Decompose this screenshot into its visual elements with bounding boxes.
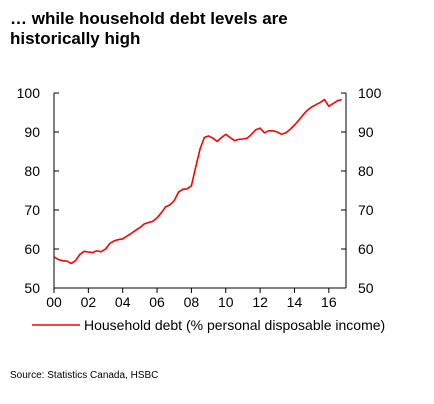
chart-title-line-1: … while household debt levels are bbox=[10, 9, 288, 28]
y-tick-label-left: 70 bbox=[24, 202, 40, 218]
y-tick-label-left: 100 bbox=[17, 85, 41, 101]
x-tick-label: 12 bbox=[252, 294, 268, 310]
x-tick-label: 08 bbox=[184, 294, 200, 310]
x-tick-label: 02 bbox=[81, 294, 97, 310]
y-tick-label-right: 80 bbox=[358, 163, 374, 179]
source-note: Source: Statistics Canada, HSBC bbox=[10, 370, 159, 381]
x-tick-label: 06 bbox=[149, 294, 165, 310]
y-tick-label-left: 50 bbox=[24, 280, 40, 296]
x-tick-label: 00 bbox=[46, 294, 62, 310]
y-tick-label-right: 70 bbox=[358, 202, 374, 218]
chart-title-line-2: historically high bbox=[10, 29, 141, 48]
x-tick-label: 04 bbox=[115, 294, 131, 310]
series-line-household-debt bbox=[53, 98, 342, 265]
y-tick-label-right: 100 bbox=[358, 85, 382, 101]
y-tick-label-left: 60 bbox=[24, 241, 40, 257]
x-tick-label: 16 bbox=[321, 294, 337, 310]
x-tick-label: 10 bbox=[218, 294, 234, 310]
y-tick-label-right: 50 bbox=[358, 280, 374, 296]
chart-title: … while household debt levels are histor… bbox=[10, 9, 410, 49]
y-tick-label-right: 90 bbox=[358, 124, 374, 140]
y-tick-label-left: 90 bbox=[24, 124, 40, 140]
x-tick-label: 14 bbox=[287, 294, 303, 310]
y-tick-label-right: 60 bbox=[358, 241, 374, 257]
legend-label: Household debt (% personal disposable in… bbox=[84, 317, 385, 333]
y-tick-label-left: 80 bbox=[24, 163, 40, 179]
